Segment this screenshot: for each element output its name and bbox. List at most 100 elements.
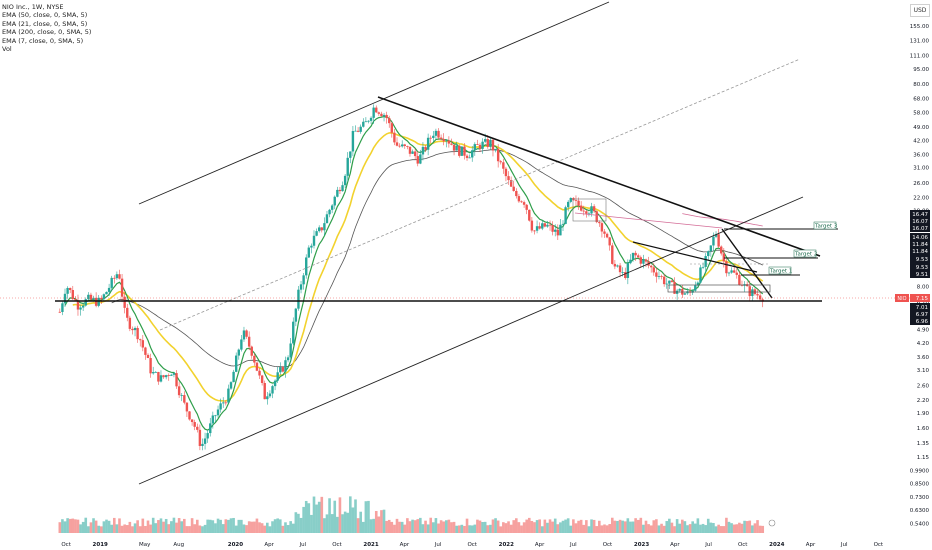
candle-body: [146, 354, 150, 359]
volume-bar: [232, 517, 235, 533]
volume-bar: [159, 518, 163, 533]
volume-bar: [543, 519, 547, 533]
volume-bar: [468, 525, 471, 533]
volume-bar: [71, 518, 75, 533]
candle-body: [367, 120, 370, 122]
indicator-ema-200[interactable]: EMA (200, close, 0, SMA, 5): [2, 28, 92, 37]
candle-body: [141, 340, 145, 348]
candle-body: [258, 370, 261, 376]
volume-bar: [701, 523, 705, 533]
candle-body: [657, 276, 661, 277]
candle-body: [61, 303, 64, 312]
candle-body: [590, 206, 593, 214]
price-label: 6.97: [916, 312, 929, 318]
volume-bar: [548, 519, 552, 533]
indicator-ema-50[interactable]: EMA (50, close, 0, SMA, 5): [2, 11, 88, 20]
x-tick-label: Jul: [569, 542, 577, 548]
candle-body: [364, 121, 368, 123]
candle-body: [626, 263, 630, 278]
volume-bar: [372, 518, 375, 533]
indicator-ema-7[interactable]: EMA (7, close, 0, SMA, 5): [2, 36, 84, 45]
candle-body: [154, 371, 157, 373]
candle-body: [478, 144, 482, 149]
downtrend-resistance-line: [377, 96, 821, 257]
volume-bar: [312, 496, 316, 533]
candle-body: [613, 263, 617, 267]
volume-bar: [382, 509, 386, 533]
candle-body: [151, 372, 155, 374]
candle-body: [621, 272, 624, 273]
candle-body: [219, 403, 222, 410]
price-label: 11.84: [912, 249, 928, 255]
candle-body: [242, 330, 246, 340]
volume-bar: [330, 514, 334, 533]
y-tick-label: 4.90: [917, 328, 930, 334]
volume-bar: [247, 521, 251, 533]
volume-bar: [125, 525, 129, 533]
candle-body: [201, 443, 204, 446]
candle-body: [751, 289, 754, 297]
candle-body: [683, 293, 687, 295]
candle-body: [629, 259, 632, 264]
volume-bar: [686, 525, 689, 533]
y-tick-label: 155.00: [910, 24, 930, 30]
candle-body: [229, 382, 233, 389]
y-tick-label: 0.7300: [910, 495, 930, 501]
volume-bar: [553, 518, 557, 533]
indicator-ema-21[interactable]: EMA (21, close, 0, SMA, 5): [2, 19, 88, 28]
price-label-box: [910, 255, 930, 263]
pink-resistance-line: [574, 212, 723, 229]
volume-bar: [598, 520, 601, 533]
target-label: Target 3: [814, 224, 838, 230]
volume-bar: [195, 519, 199, 533]
y-tick-label: 22.00: [913, 196, 929, 202]
volume-bar: [333, 500, 337, 533]
volume-bar: [92, 518, 95, 533]
candle-body: [89, 294, 93, 300]
volume-bar: [517, 522, 521, 533]
volume-bar: [681, 519, 684, 533]
volume-bar: [214, 523, 217, 533]
candle-body: [133, 327, 137, 331]
volume-bar: [105, 519, 108, 533]
candle-body: [442, 138, 445, 142]
volume-bar: [406, 518, 409, 533]
candle-body: [541, 223, 544, 229]
candle-body: [273, 380, 277, 387]
volume-bar: [527, 517, 531, 533]
symbol-title[interactable]: NIO Inc., 1W, NYSE: [2, 3, 64, 11]
volume-bar: [237, 519, 241, 533]
candle-body: [333, 196, 336, 206]
volume-bar: [380, 510, 383, 533]
volume-bar: [307, 503, 311, 533]
x-tick-label: Oct: [738, 542, 748, 548]
indicator-volume[interactable]: Vol: [2, 45, 12, 54]
candle-body: [79, 307, 82, 310]
candle-body: [393, 132, 396, 143]
candle-body: [110, 277, 113, 288]
candle-body: [149, 358, 152, 374]
volume-bar: [626, 518, 630, 533]
volume-bar: [320, 496, 324, 533]
candle-body: [240, 339, 243, 350]
price-label: 9.51: [916, 272, 928, 278]
volume-bar: [79, 524, 82, 533]
currency-label[interactable]: USD: [910, 4, 930, 17]
candle-body: [164, 375, 168, 378]
candle-body: [502, 162, 505, 169]
candle-body: [115, 274, 119, 279]
y-tick-label: 68.00: [913, 96, 929, 102]
volume-bar: [504, 523, 508, 533]
volume-bar: [346, 512, 350, 533]
candle-body: [76, 300, 80, 310]
candle-body: [460, 146, 464, 156]
candle-body: [343, 175, 347, 186]
candle-body: [548, 224, 552, 226]
volume-bar: [175, 522, 178, 533]
candle-body: [377, 112, 381, 114]
candle-body: [227, 388, 230, 403]
candle-body: [317, 227, 321, 232]
volume-bar: [421, 524, 425, 533]
candle-body: [649, 265, 653, 268]
candle-body: [486, 139, 489, 147]
